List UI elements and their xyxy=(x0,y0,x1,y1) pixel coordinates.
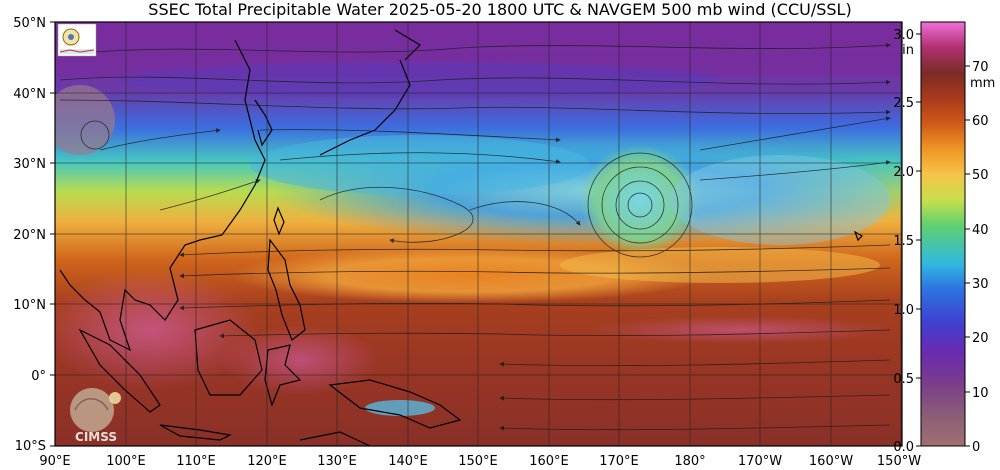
lon-label: 160°E xyxy=(529,454,569,469)
lon-label: 100°E xyxy=(106,454,146,469)
lon-label: 140°E xyxy=(388,454,428,469)
cb-inch-tick: 1.0 xyxy=(893,303,914,318)
colorbar: 3.0 in 2.5 2.0 1.5 1.0 0.5 0.0 70 mm 60 … xyxy=(893,21,995,455)
cb-mm-tick: 0 xyxy=(972,440,980,455)
cb-mm-tick: 60 xyxy=(972,114,989,129)
ssec-logo xyxy=(57,23,97,57)
cb-mm-tick: 40 xyxy=(972,223,989,238)
lat-label: 0° xyxy=(31,369,46,384)
coastlines xyxy=(59,29,863,446)
lon-label: 150°E xyxy=(458,454,498,469)
cb-mm-tick: 50 xyxy=(972,168,989,183)
lon-label: 170°W xyxy=(738,454,782,469)
lon-label: 130°E xyxy=(317,454,357,469)
cb-mm-tick: 30 xyxy=(972,277,989,292)
lon-label: 110°E xyxy=(176,454,216,469)
cb-mm-unit: mm xyxy=(970,76,995,91)
cb-mm-tick: 10 xyxy=(972,386,989,401)
map-title: SSEC Total Precipitable Water 2025-05-20… xyxy=(148,0,852,19)
cb-mm-tick: 70 xyxy=(972,60,989,75)
cb-inch-tick: 2.5 xyxy=(893,96,914,111)
cb-inch-unit: in xyxy=(902,43,914,58)
lat-label: 10°N xyxy=(13,298,46,313)
cb-inch-tick: 2.0 xyxy=(893,165,914,180)
cb-inch-tick: 0.0 xyxy=(893,440,914,455)
cimss-label: CIMSS xyxy=(75,430,117,444)
lon-label: 120°E xyxy=(247,454,287,469)
lat-label: 50°N xyxy=(13,16,46,31)
lon-label: 180° xyxy=(674,454,705,469)
lon-label: 150°W xyxy=(877,454,921,469)
longitude-labels: 90°E 100°E 110°E 120°E 130°E 140°E 150°E… xyxy=(39,454,921,469)
lon-label: 90°E xyxy=(39,454,70,469)
cb-mm-tick: 20 xyxy=(972,331,989,346)
lat-label: 30°N xyxy=(13,157,46,172)
cb-inch-tick: 3.0 xyxy=(893,28,914,43)
cb-inch-tick: 1.5 xyxy=(893,234,914,249)
latitude-labels: 50°N 40°N 30°N 20°N 10°N 0° 10°S xyxy=(13,16,46,454)
lat-label: 40°N xyxy=(13,87,46,102)
cb-inch-tick: 0.5 xyxy=(893,372,914,387)
lat-label: 20°N xyxy=(13,228,46,243)
lon-label: 170°E xyxy=(599,454,639,469)
lat-label: 10°S xyxy=(15,439,46,454)
lon-label: 160°W xyxy=(809,454,853,469)
cimss-logo: CIMSS xyxy=(70,388,121,444)
